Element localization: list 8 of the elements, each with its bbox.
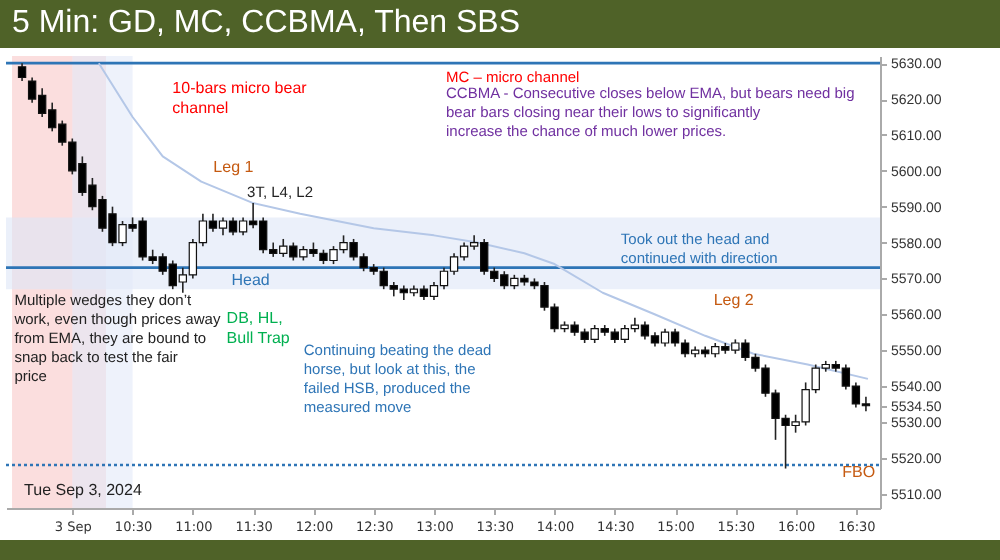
annotation: DB, HL, Bull Trap: [226, 308, 291, 347]
annotation: Leg 1: [213, 158, 255, 177]
annotation: FBO: [842, 462, 876, 481]
annotation: 10-bars micro bear channel: [172, 79, 308, 118]
annotation: Leg 2: [713, 290, 755, 309]
annotation: Head: [231, 271, 270, 290]
annotation: Tue Sep 3, 2024: [24, 480, 143, 499]
chart-title: 5 Min: GD, MC, CCBMA, Then SBS: [0, 0, 1000, 48]
